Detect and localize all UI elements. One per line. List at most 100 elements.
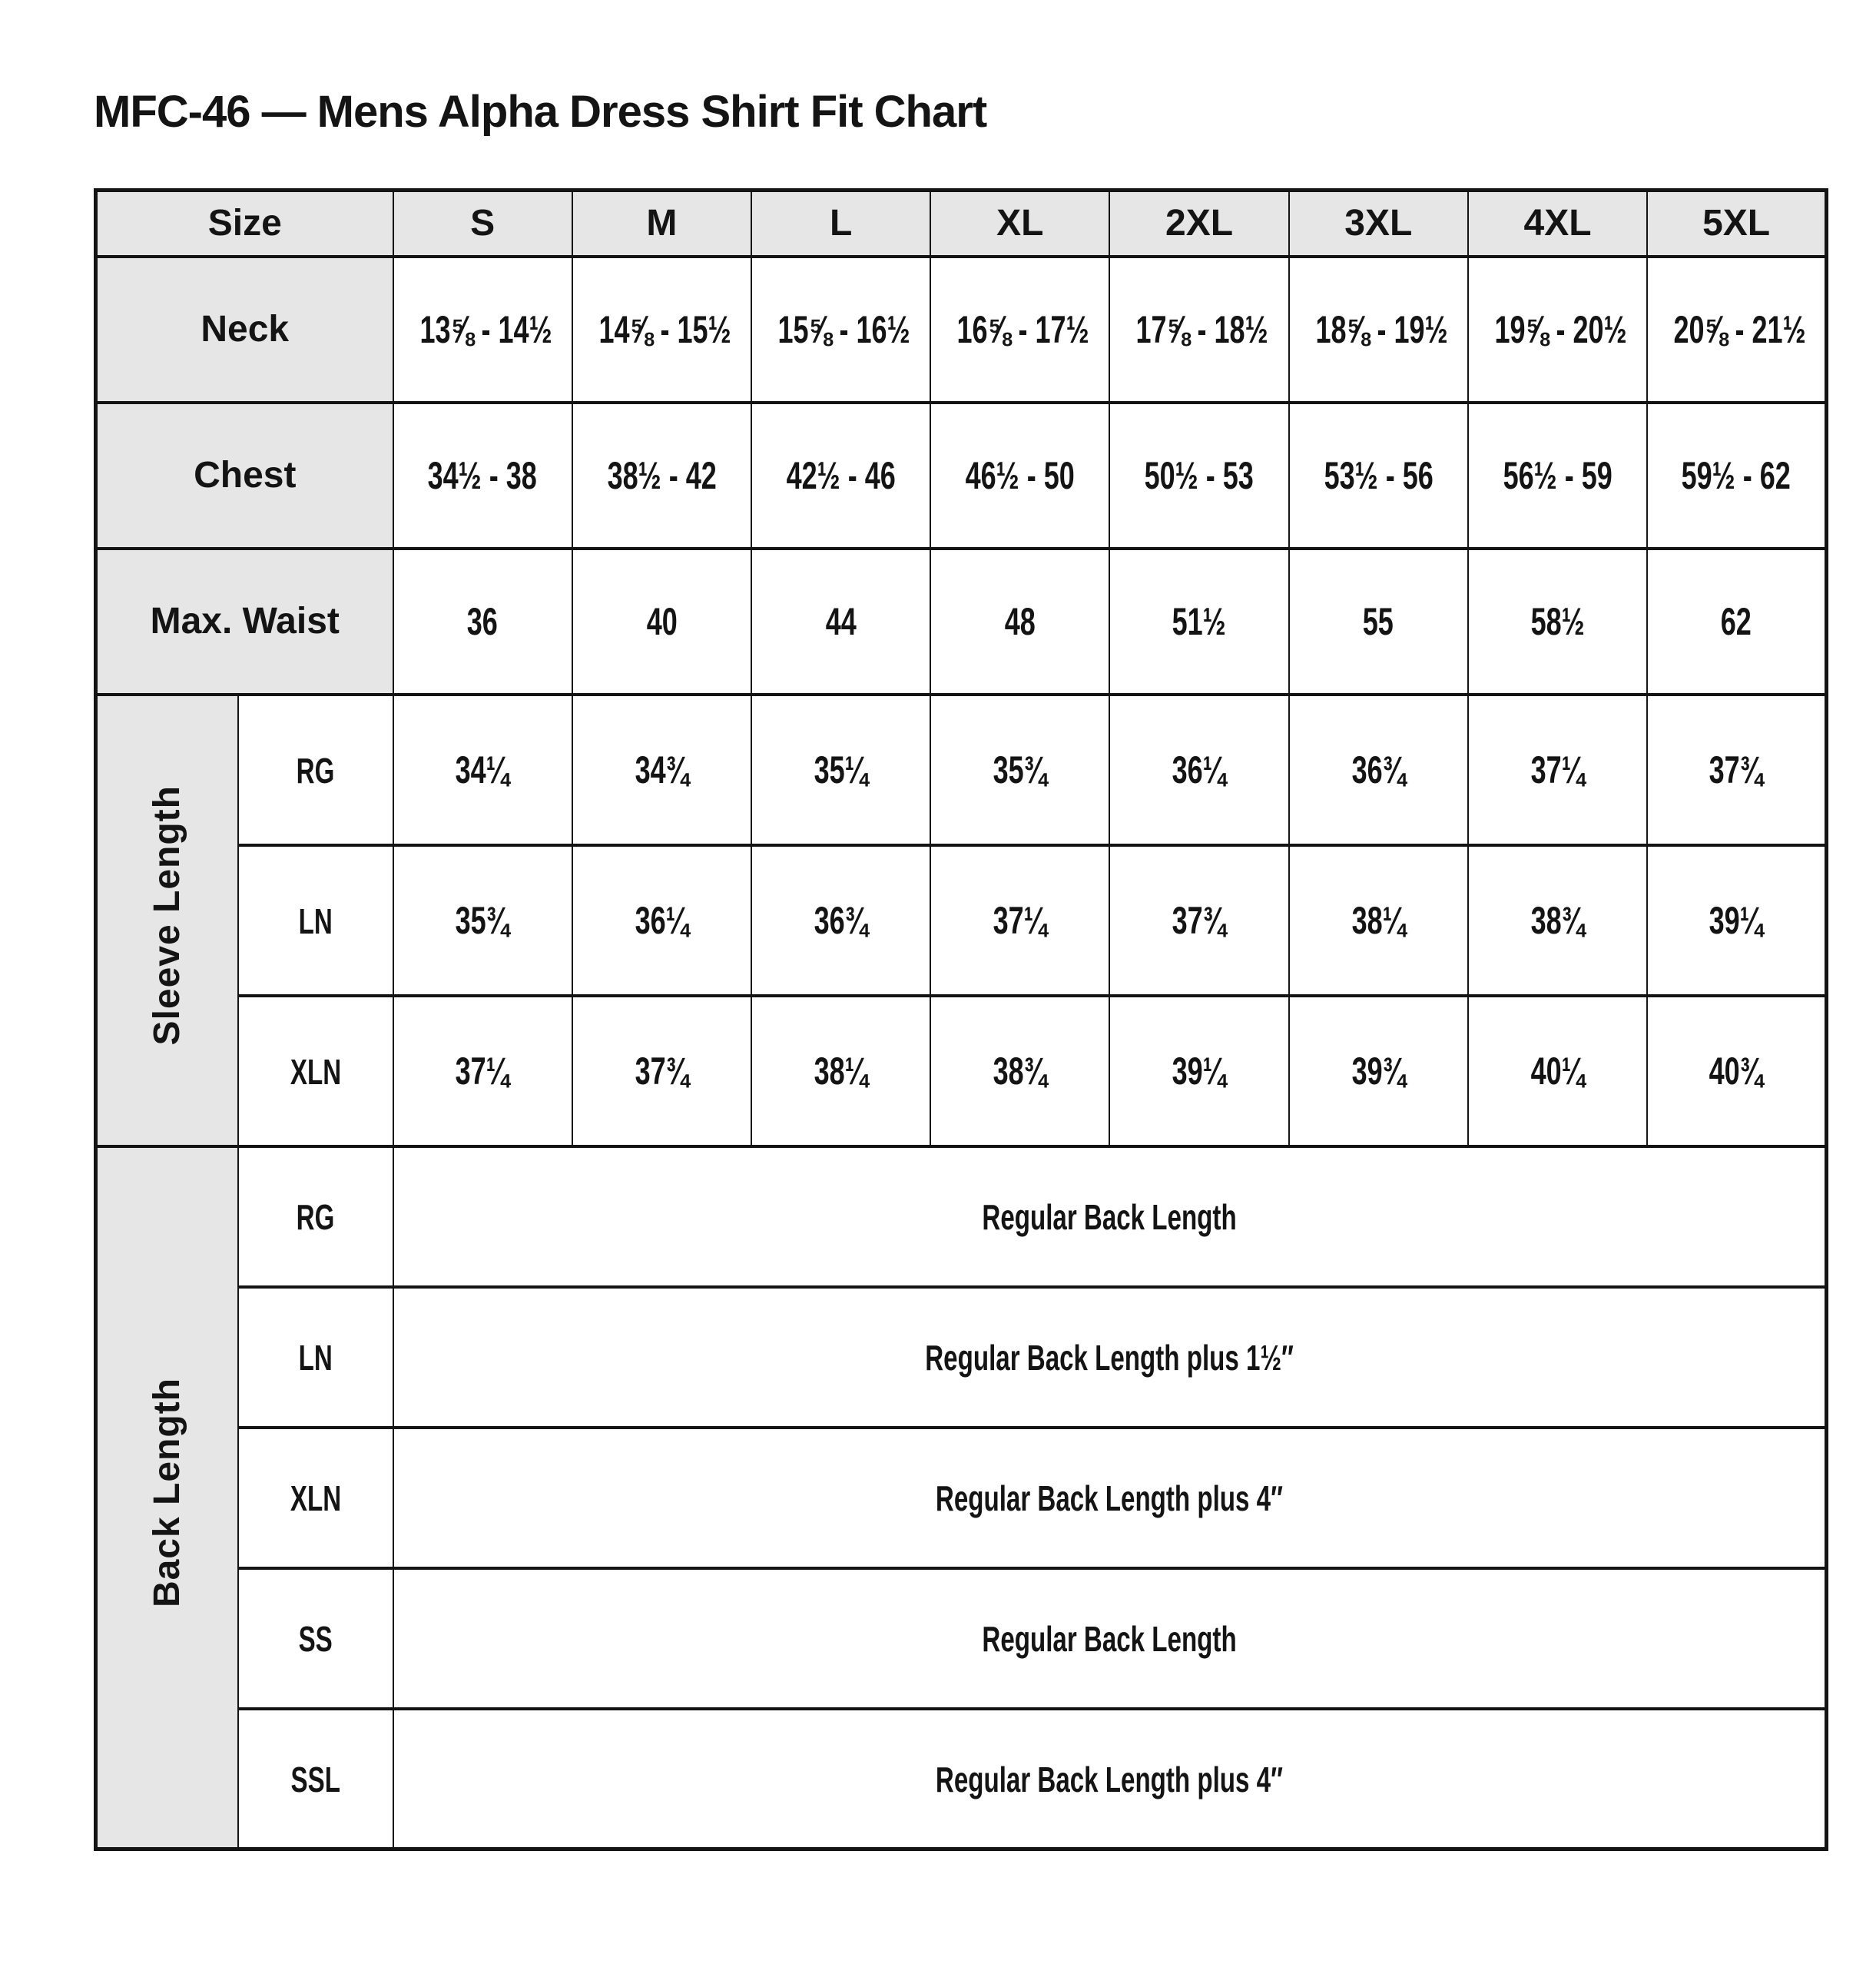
waist-value-cell: 58½ xyxy=(1467,546,1649,696)
neck-value: 13⅝ - 14½ xyxy=(419,307,552,351)
sleeve-value-cell: 38¾ xyxy=(930,993,1111,1148)
page-title: MFC-46 — Mens Alpha Dress Shirt Fit Char… xyxy=(94,87,987,137)
back-sub-label-rg: RG xyxy=(237,1144,394,1289)
chest-value: 53½ - 56 xyxy=(1324,453,1434,497)
sleeve-value: 38¾ xyxy=(993,1049,1047,1093)
sleeve-value-cell: 37¼ xyxy=(1467,692,1649,847)
sleeve-value: 37¾ xyxy=(1172,898,1227,942)
waist-value-cell: 44 xyxy=(750,546,932,696)
back-sub-label-xln: XLN xyxy=(237,1425,394,1570)
sleeve-value-cell: 39¾ xyxy=(1288,993,1469,1148)
sleeve-value: 38¼ xyxy=(814,1049,868,1093)
waist-value-cell: 48 xyxy=(930,546,1111,696)
waist-value: 51½ xyxy=(1172,599,1227,643)
sleeve-value: 38¼ xyxy=(1351,898,1406,942)
sleeve-value: 35¾ xyxy=(993,748,1047,791)
sleeve-rg-row: Sleeve Length RG 34¼ 34¾ 35¼ 35¾ 36¼ 36¾… xyxy=(94,692,1828,1148)
sleeve-value-cell: 35¾ xyxy=(392,843,573,997)
sleeve-ln-row: LN 35¾ 36¼ 36¾ 37¼ 37¾ 38¼ 38¾ 39¼ xyxy=(96,843,1828,997)
waist-value: 55 xyxy=(1363,599,1394,643)
sleeve-value: 37¾ xyxy=(1709,748,1764,791)
chest-value-cell: 56½ - 59 xyxy=(1467,400,1649,550)
back-ssl-row: SSL Regular Back Length plus 4″ xyxy=(96,1707,1828,1851)
sleeve-value-cell: 39¼ xyxy=(1109,993,1290,1148)
sleeve-sub-label-ln: LN xyxy=(237,843,394,997)
sleeve-value-cell: 40¼ xyxy=(1467,993,1649,1148)
waist-value: 62 xyxy=(1721,599,1752,643)
back-value-cell: Regular Back Length xyxy=(392,1144,1828,1289)
neck-value: 15⅝ - 16½ xyxy=(777,307,910,351)
neck-value: 20⅝ - 21½ xyxy=(1673,307,1806,351)
sleeve-value: 35¼ xyxy=(814,748,868,791)
size-corner-header: Size xyxy=(94,188,394,258)
fit-chart-table: Size S M L XL 2XL 3XL 4XL 5XL Neck 13⅝ -… xyxy=(94,188,1828,1851)
row-label-max-waist: Max. Waist xyxy=(94,546,394,696)
back-value-cell: Regular Back Length xyxy=(392,1566,1828,1710)
sleeve-value: 34¾ xyxy=(635,748,689,791)
sleeve-value: 34¼ xyxy=(456,748,510,791)
sleeve-value-cell: 37¾ xyxy=(1646,692,1828,847)
chest-value: 59½ - 62 xyxy=(1682,453,1791,497)
neck-value-cell: 14⅝ - 15½ xyxy=(571,254,752,404)
sleeve-value: 36¼ xyxy=(1172,748,1227,791)
chest-value-cell: 53½ - 56 xyxy=(1288,400,1469,550)
back-ss-row: SS Regular Back Length xyxy=(96,1566,1828,1710)
sleeve-value-cell: 35¾ xyxy=(930,692,1111,847)
sleeve-value-cell: 39¼ xyxy=(1646,843,1828,997)
neck-value: 14⅝ - 15½ xyxy=(598,307,731,351)
back-sub-label-ln: LN xyxy=(237,1285,394,1429)
back-value: Regular Back Length xyxy=(982,1619,1237,1659)
sleeve-value-cell: 38¼ xyxy=(750,993,932,1148)
neck-value-cell: 13⅝ - 14½ xyxy=(392,254,573,404)
sleeve-value: 37¼ xyxy=(456,1049,510,1093)
waist-value-cell: 62 xyxy=(1646,546,1828,696)
sleeve-value: 35¾ xyxy=(456,898,510,942)
chest-value-cell: 42½ - 46 xyxy=(750,400,932,550)
size-col-header-l: L xyxy=(750,188,932,258)
sleeve-value: 38¾ xyxy=(1530,898,1585,942)
sleeve-value-cell: 36¼ xyxy=(1109,692,1290,847)
sleeve-value-cell: 35¼ xyxy=(750,692,932,847)
waist-value-cell: 36 xyxy=(392,546,573,696)
sleeve-value: 36¼ xyxy=(635,898,689,942)
sleeve-value-cell: 34¾ xyxy=(571,692,752,847)
chest-row: Chest 34½ - 38 38½ - 42 42½ - 46 46½ - 5… xyxy=(94,400,1828,550)
neck-value: 18⅝ - 19½ xyxy=(1315,307,1448,351)
back-rg-row: Back Length RG Regular Back Length xyxy=(94,1144,1828,1851)
waist-value: 58½ xyxy=(1530,599,1585,643)
sleeve-value: 37¼ xyxy=(993,898,1047,942)
sleeve-value-cell: 37¼ xyxy=(392,993,573,1148)
sleeve-value: 39¼ xyxy=(1172,1049,1227,1093)
neck-value: 17⅝ - 18½ xyxy=(1135,307,1269,351)
back-value: Regular Back Length plus 4″ xyxy=(935,1478,1283,1518)
size-col-header-3xl: 3XL xyxy=(1288,188,1469,258)
back-value-cell: Regular Back Length plus 4″ xyxy=(392,1425,1828,1570)
sleeve-sub-label-xln: XLN xyxy=(237,993,394,1148)
neck-value: 16⅝ - 17½ xyxy=(956,307,1089,351)
back-length-group-label: Back Length xyxy=(94,1144,239,1851)
chest-value-cell: 38½ - 42 xyxy=(571,400,752,550)
sleeve-value-cell: 36¾ xyxy=(750,843,932,997)
sleeve-value-cell: 37¼ xyxy=(930,843,1111,997)
neck-value-cell: 17⅝ - 18½ xyxy=(1109,254,1290,404)
back-value: Regular Back Length plus 1½″ xyxy=(924,1338,1294,1378)
sleeve-value: 40¾ xyxy=(1709,1049,1764,1093)
waist-value-cell: 40 xyxy=(571,546,752,696)
sleeve-value-cell: 36¼ xyxy=(571,843,752,997)
waist-value: 40 xyxy=(646,599,678,643)
table-header-row: Size S M L XL 2XL 3XL 4XL 5XL xyxy=(94,188,1828,258)
back-value-cell: Regular Back Length plus 1½″ xyxy=(392,1285,1828,1429)
sleeve-value: 36¾ xyxy=(814,898,868,942)
waist-value-cell: 51½ xyxy=(1109,546,1290,696)
neck-value-cell: 16⅝ - 17½ xyxy=(930,254,1111,404)
sleeve-length-group-label: Sleeve Length xyxy=(94,692,239,1148)
sleeve-sub-label-rg: RG xyxy=(237,692,394,847)
neck-value-cell: 20⅝ - 21½ xyxy=(1646,254,1828,404)
sleeve-value: 39¼ xyxy=(1709,898,1764,942)
row-label-neck: Neck xyxy=(94,254,394,404)
back-xln-row: XLN Regular Back Length plus 4″ xyxy=(96,1425,1828,1570)
sleeve-value-cell: 36¾ xyxy=(1288,692,1469,847)
waist-value: 48 xyxy=(1004,599,1036,643)
neck-value: 19⅝ - 20½ xyxy=(1494,307,1627,351)
size-col-header-xl: XL xyxy=(930,188,1111,258)
